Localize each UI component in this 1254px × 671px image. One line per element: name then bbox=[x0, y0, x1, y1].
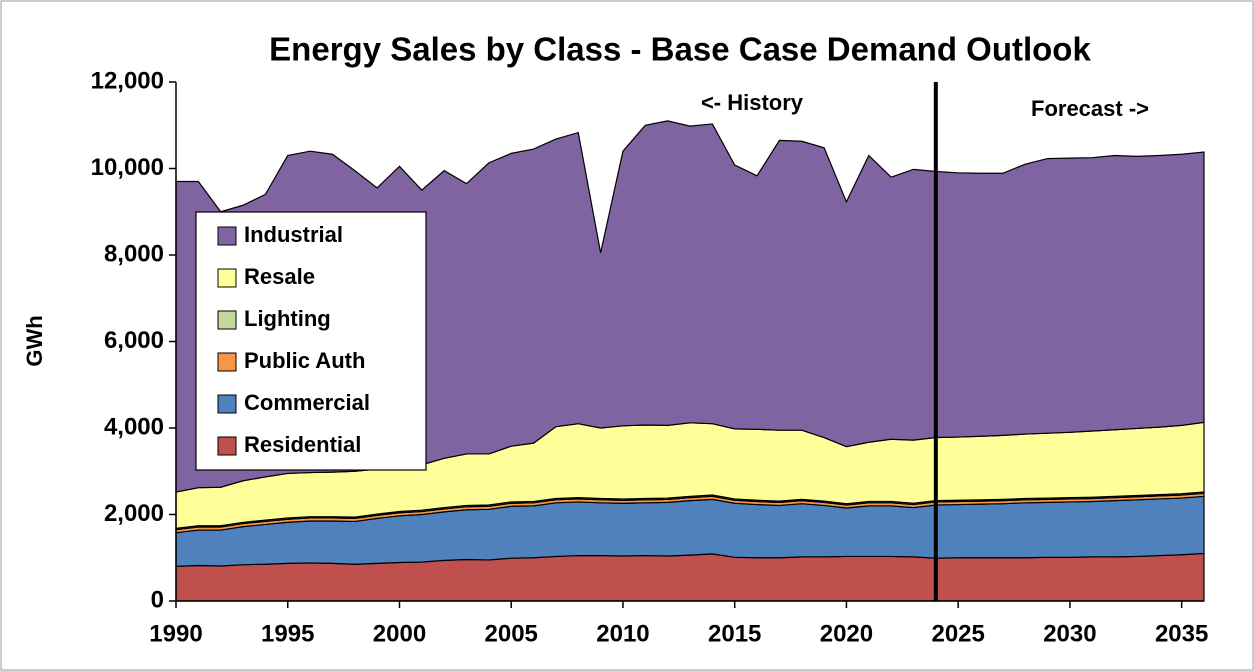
y-tick-label: 4,000 bbox=[104, 413, 164, 440]
x-tick-label: 2000 bbox=[373, 620, 426, 647]
y-tick-label: 12,000 bbox=[91, 67, 164, 94]
y-axis-label: GWh bbox=[22, 315, 47, 366]
x-tick-label: 1990 bbox=[149, 620, 202, 647]
x-tick-label: 2020 bbox=[820, 620, 873, 647]
annotation: <- History bbox=[701, 90, 804, 115]
legend-swatch bbox=[217, 436, 237, 456]
legend-swatch bbox=[217, 352, 237, 372]
chart-title: Energy Sales by Class - Base Case Demand… bbox=[269, 31, 1091, 68]
y-tick-label: 2,000 bbox=[104, 500, 164, 527]
x-tick-label: 2015 bbox=[708, 620, 761, 647]
y-tick-label: 8,000 bbox=[104, 240, 164, 267]
legend-swatch bbox=[217, 226, 237, 246]
x-tick-label: 2010 bbox=[596, 620, 649, 647]
legend-swatch bbox=[217, 394, 237, 414]
legend-swatch bbox=[217, 310, 237, 330]
y-tick-label: 10,000 bbox=[91, 154, 164, 181]
annotation: Forecast -> bbox=[1031, 96, 1149, 121]
area bbox=[175, 120, 1205, 493]
y-tick-label: 6,000 bbox=[104, 327, 164, 354]
x-tick-label: 2005 bbox=[485, 620, 538, 647]
legend-swatch bbox=[217, 268, 237, 288]
legend-label: Commercial bbox=[244, 390, 370, 415]
legend-label: Industrial bbox=[244, 222, 343, 247]
legend-label: Lighting bbox=[244, 306, 331, 331]
x-tick-label: 2030 bbox=[1043, 620, 1096, 647]
legend-label: Residential bbox=[244, 432, 361, 457]
legend-label: Resale bbox=[244, 264, 315, 289]
x-tick-label: 1995 bbox=[261, 620, 314, 647]
legend-box bbox=[195, 211, 427, 471]
y-tick-label: 0 bbox=[151, 586, 164, 613]
x-tick-label: 2025 bbox=[931, 620, 984, 647]
legend-label: Public Auth bbox=[244, 348, 365, 373]
x-tick-label: 2035 bbox=[1155, 620, 1208, 647]
